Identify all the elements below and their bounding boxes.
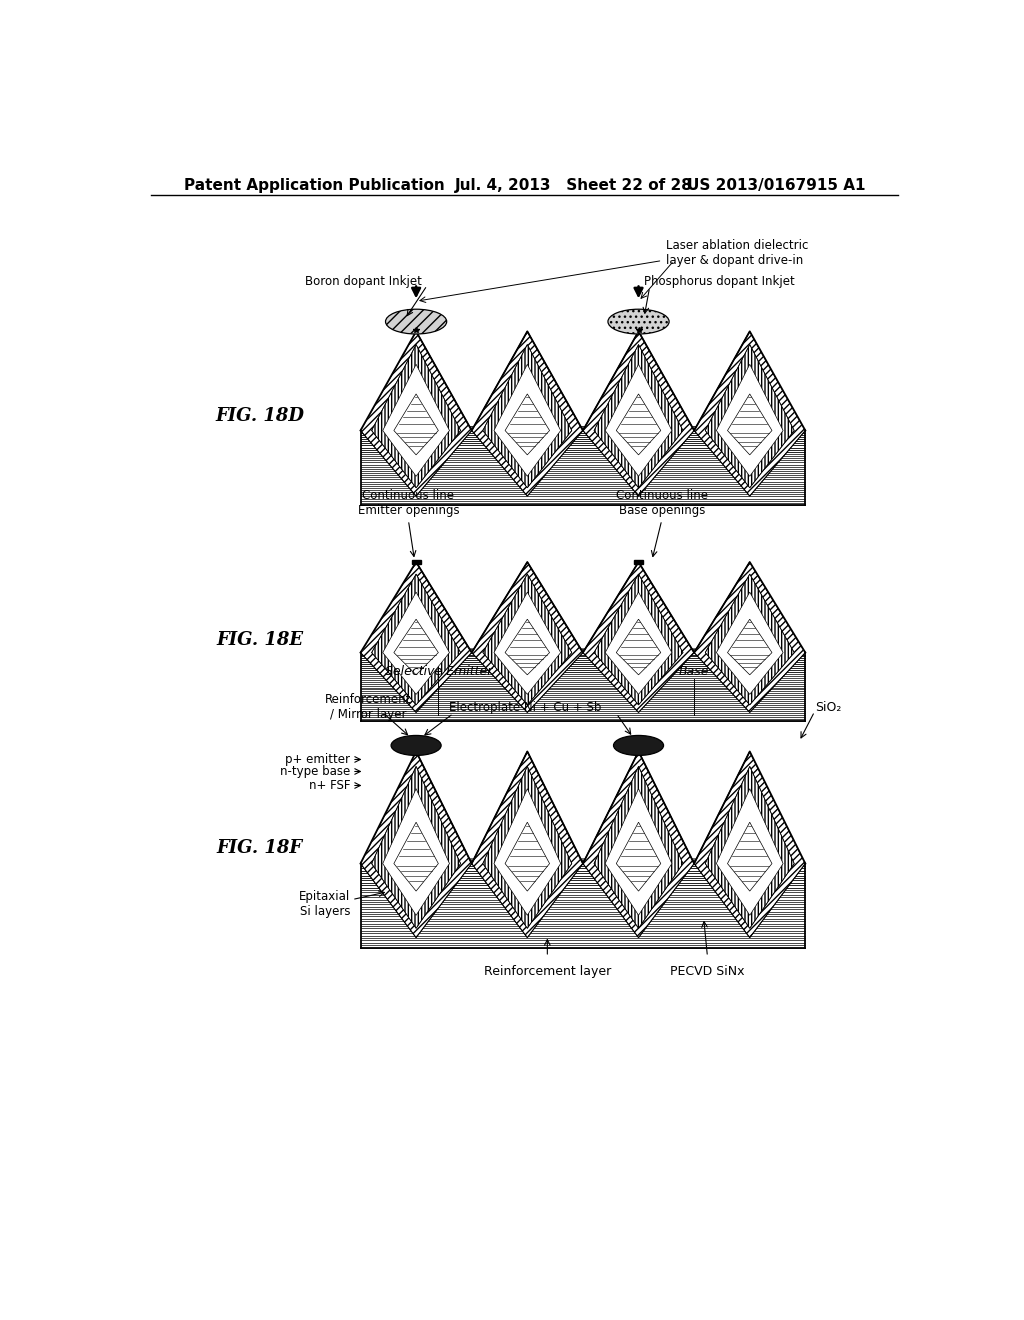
- Polygon shape: [727, 619, 772, 675]
- Polygon shape: [594, 574, 683, 705]
- Polygon shape: [505, 619, 550, 675]
- Polygon shape: [616, 822, 660, 891]
- Polygon shape: [383, 364, 450, 477]
- Ellipse shape: [385, 309, 446, 334]
- Polygon shape: [694, 562, 805, 713]
- Text: PECVD SiNx: PECVD SiNx: [671, 965, 744, 978]
- Polygon shape: [383, 788, 450, 915]
- Polygon shape: [372, 345, 461, 488]
- Text: Patent Application Publication: Patent Application Publication: [183, 178, 444, 193]
- Text: Phosphorus dopant Inkjet: Phosphorus dopant Inkjet: [644, 276, 795, 288]
- Polygon shape: [505, 822, 550, 891]
- Text: Electroplate Ni + Cu + Sb: Electroplate Ni + Cu + Sb: [450, 701, 602, 714]
- Polygon shape: [494, 364, 561, 477]
- Polygon shape: [583, 331, 694, 496]
- Text: SiO₂: SiO₂: [815, 701, 841, 714]
- Polygon shape: [750, 323, 805, 430]
- Polygon shape: [717, 788, 783, 915]
- Text: FIG. 18F: FIG. 18F: [217, 838, 303, 857]
- Polygon shape: [605, 593, 672, 694]
- Polygon shape: [694, 331, 805, 496]
- Polygon shape: [594, 345, 683, 488]
- Ellipse shape: [391, 735, 441, 755]
- Polygon shape: [717, 364, 783, 477]
- Polygon shape: [594, 767, 683, 928]
- Text: Boron dopant Inkjet: Boron dopant Inkjet: [305, 276, 422, 288]
- Polygon shape: [483, 767, 571, 928]
- Polygon shape: [360, 323, 416, 430]
- Polygon shape: [383, 593, 450, 694]
- Polygon shape: [706, 345, 795, 488]
- Text: n+ FSF: n+ FSF: [309, 779, 350, 792]
- Polygon shape: [494, 788, 561, 915]
- Text: p+ emitter: p+ emitter: [286, 752, 350, 766]
- Polygon shape: [472, 562, 583, 713]
- Polygon shape: [616, 393, 660, 455]
- Polygon shape: [394, 393, 438, 455]
- Text: Reinforcement layer: Reinforcement layer: [483, 965, 611, 978]
- Text: Continuous line
Base openings: Continuous line Base openings: [615, 488, 708, 516]
- Polygon shape: [360, 743, 416, 863]
- Text: Continuous line
Emitter openings: Continuous line Emitter openings: [357, 488, 459, 516]
- Polygon shape: [483, 345, 571, 488]
- Polygon shape: [706, 767, 795, 928]
- Polygon shape: [727, 822, 772, 891]
- Text: Selective Emitter: Selective Emitter: [385, 665, 493, 678]
- Polygon shape: [727, 393, 772, 455]
- Bar: [634, 560, 643, 565]
- Polygon shape: [583, 751, 694, 937]
- Text: US 2013/0167915 A1: US 2013/0167915 A1: [687, 178, 866, 193]
- Polygon shape: [360, 554, 416, 652]
- Text: Jul. 4, 2013   Sheet 22 of 28: Jul. 4, 2013 Sheet 22 of 28: [455, 178, 693, 193]
- Polygon shape: [483, 574, 571, 705]
- Polygon shape: [505, 393, 550, 455]
- Polygon shape: [694, 751, 805, 937]
- Polygon shape: [472, 331, 583, 496]
- Polygon shape: [605, 364, 672, 477]
- Polygon shape: [750, 554, 805, 652]
- Polygon shape: [494, 593, 561, 694]
- Text: FIG. 18D: FIG. 18D: [215, 408, 304, 425]
- Polygon shape: [750, 743, 805, 863]
- Polygon shape: [372, 767, 461, 928]
- Polygon shape: [360, 562, 472, 713]
- Text: n-type base: n-type base: [281, 766, 350, 777]
- Polygon shape: [583, 562, 694, 713]
- Polygon shape: [394, 619, 438, 675]
- Ellipse shape: [613, 735, 664, 755]
- Polygon shape: [717, 593, 783, 694]
- Polygon shape: [472, 751, 583, 937]
- Text: Epitaxial
Si layers: Epitaxial Si layers: [299, 890, 350, 917]
- Polygon shape: [706, 574, 795, 705]
- Bar: [412, 560, 421, 565]
- Polygon shape: [360, 751, 472, 937]
- Polygon shape: [605, 788, 672, 915]
- Polygon shape: [360, 331, 472, 496]
- Text: Base: Base: [679, 665, 710, 678]
- Text: Reinforcement
/ Mirror layer: Reinforcement / Mirror layer: [325, 693, 412, 722]
- Text: FIG. 18E: FIG. 18E: [216, 631, 303, 648]
- Polygon shape: [372, 574, 461, 705]
- Text: Laser ablation dielectric
layer & dopant drive-in: Laser ablation dielectric layer & dopant…: [667, 239, 809, 268]
- Polygon shape: [616, 619, 660, 675]
- Ellipse shape: [608, 309, 669, 334]
- Polygon shape: [394, 822, 438, 891]
